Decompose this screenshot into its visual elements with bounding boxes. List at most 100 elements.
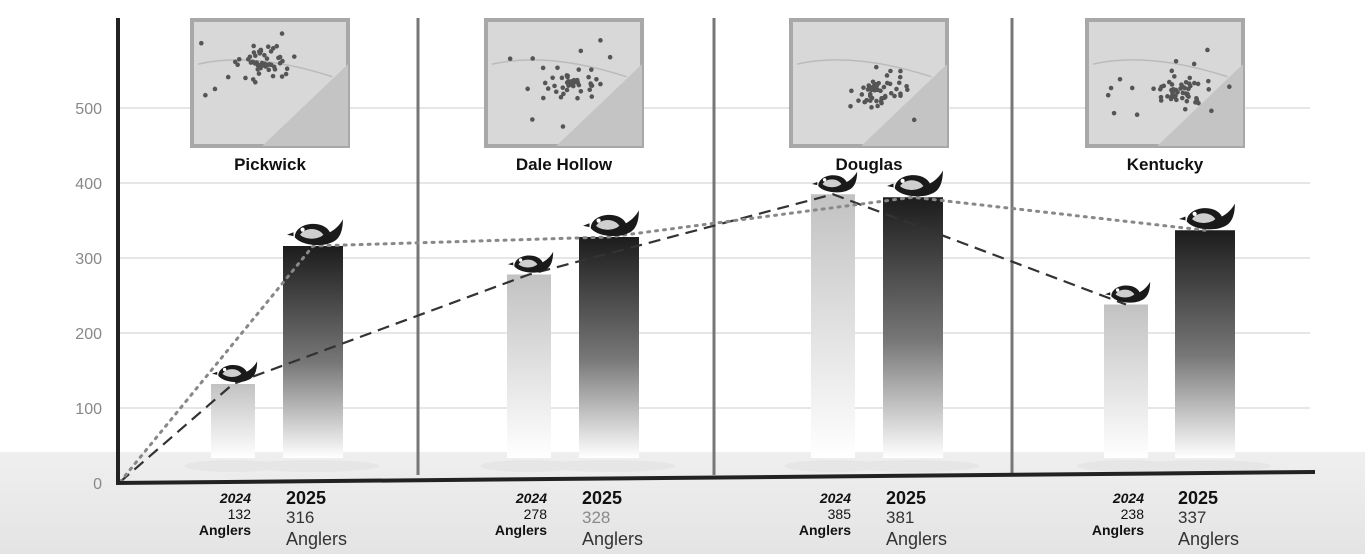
bar-2024-kentucky	[1104, 304, 1148, 458]
map-pin	[280, 58, 285, 64]
map-pin	[1206, 78, 1211, 84]
map-pin	[1172, 74, 1177, 79]
x-axis	[115, 470, 1316, 485]
y-tick-label-200: 200	[75, 326, 102, 343]
map-pin	[552, 83, 557, 89]
map-pin	[248, 60, 254, 65]
map-pin	[607, 54, 613, 60]
map-pin	[279, 31, 285, 36]
map-pin	[859, 92, 865, 97]
map-pin	[530, 117, 535, 122]
map-border-line	[796, 59, 932, 78]
map-pin	[1206, 87, 1212, 92]
map-pin	[530, 56, 536, 61]
map-pin	[560, 124, 566, 129]
bar-shadow	[1139, 460, 1271, 472]
map-pin	[1129, 85, 1135, 91]
bird-eye	[222, 367, 227, 372]
map-pin	[881, 84, 887, 90]
map-pin	[1151, 86, 1156, 92]
map-pin	[875, 103, 880, 109]
map-thumbnail-1	[484, 18, 644, 148]
map-pin	[558, 94, 564, 100]
map-pin	[898, 68, 903, 74]
label-year-2025-2: 2025	[886, 488, 926, 508]
map-pin	[1186, 81, 1192, 86]
map-pin	[1178, 86, 1183, 91]
map-pin	[1169, 68, 1175, 74]
bird-icon-2025-0	[287, 219, 343, 246]
map-border-line	[1092, 59, 1228, 78]
bird-beak	[812, 181, 818, 186]
map-pin	[545, 86, 551, 91]
label-value-2025-3: 337	[1178, 508, 1206, 527]
map-pin	[882, 93, 888, 99]
map-pin	[866, 83, 872, 88]
bird-beak	[583, 223, 590, 228]
map-pin	[251, 43, 256, 49]
map-pin	[587, 87, 593, 93]
map-pin	[904, 84, 909, 89]
map-pin	[578, 48, 584, 54]
map-coast-shape	[556, 64, 642, 146]
y-tick-label-400: 400	[75, 176, 102, 193]
bird-wing	[596, 219, 620, 230]
map-pin	[896, 80, 902, 86]
label-unit-2024-2: Anglers	[799, 522, 851, 538]
map-pin	[1165, 94, 1170, 99]
bar-2024-dale-hollow	[507, 274, 551, 458]
label-year-2025-3: 2025	[1178, 488, 1218, 508]
map-pin	[888, 90, 894, 96]
bar-2024-douglas	[811, 194, 855, 458]
bird-wing	[1192, 213, 1216, 223]
bird-eye	[300, 227, 305, 232]
map-border-line	[197, 59, 333, 78]
bird-beak	[1179, 216, 1186, 221]
label-year-2025-0: 2025	[286, 488, 326, 508]
map-pin	[1195, 81, 1201, 87]
label-value-2025-2: 381	[886, 508, 914, 527]
map-pin	[861, 85, 866, 90]
map-pin	[598, 38, 603, 43]
bird-beak	[1105, 292, 1111, 296]
map-pin	[872, 83, 878, 89]
map-pin	[1166, 79, 1172, 85]
bird-icon-2024-1	[508, 251, 554, 273]
map-pin	[1192, 80, 1197, 86]
map-pin	[576, 82, 582, 88]
bird-wing	[222, 369, 242, 377]
map-pin	[265, 62, 271, 68]
map-pin	[884, 73, 890, 78]
map-pin	[250, 77, 256, 82]
map-pin	[897, 74, 903, 80]
map-pin	[283, 71, 289, 77]
label-year-2024-3: 2024	[1112, 490, 1144, 506]
label-value-2024-2: 385	[828, 506, 852, 522]
y-tick-label-100: 100	[75, 401, 102, 418]
bar-2025-kentucky	[1175, 230, 1235, 458]
map-coast-shape	[262, 64, 348, 146]
label-year-2025-1: 2025	[582, 488, 622, 508]
label-unit-2025-3: Anglers	[1178, 529, 1239, 549]
map-pin	[888, 68, 893, 74]
bird-eye	[1192, 211, 1197, 216]
map-pin	[1209, 108, 1214, 114]
bars	[184, 194, 1271, 472]
map-pin	[862, 99, 868, 105]
map-pin	[872, 87, 877, 93]
label-unit-2025-2: Anglers	[886, 529, 947, 549]
bar-shadow	[247, 460, 379, 472]
map-pin	[291, 54, 297, 59]
label-value-2024-0: 132	[228, 506, 252, 522]
map-pin	[879, 100, 884, 106]
y-tick-label-0: 0	[93, 476, 102, 493]
bird-wing	[300, 228, 324, 239]
map-pin	[578, 89, 584, 94]
map-pin	[1134, 112, 1140, 118]
map-pin	[1157, 86, 1163, 92]
map-pin	[284, 66, 290, 72]
bar-2024-pickwick	[211, 384, 255, 458]
map-pin	[867, 93, 873, 99]
map-pin	[555, 65, 560, 71]
y-tick-label-500: 500	[75, 101, 102, 118]
